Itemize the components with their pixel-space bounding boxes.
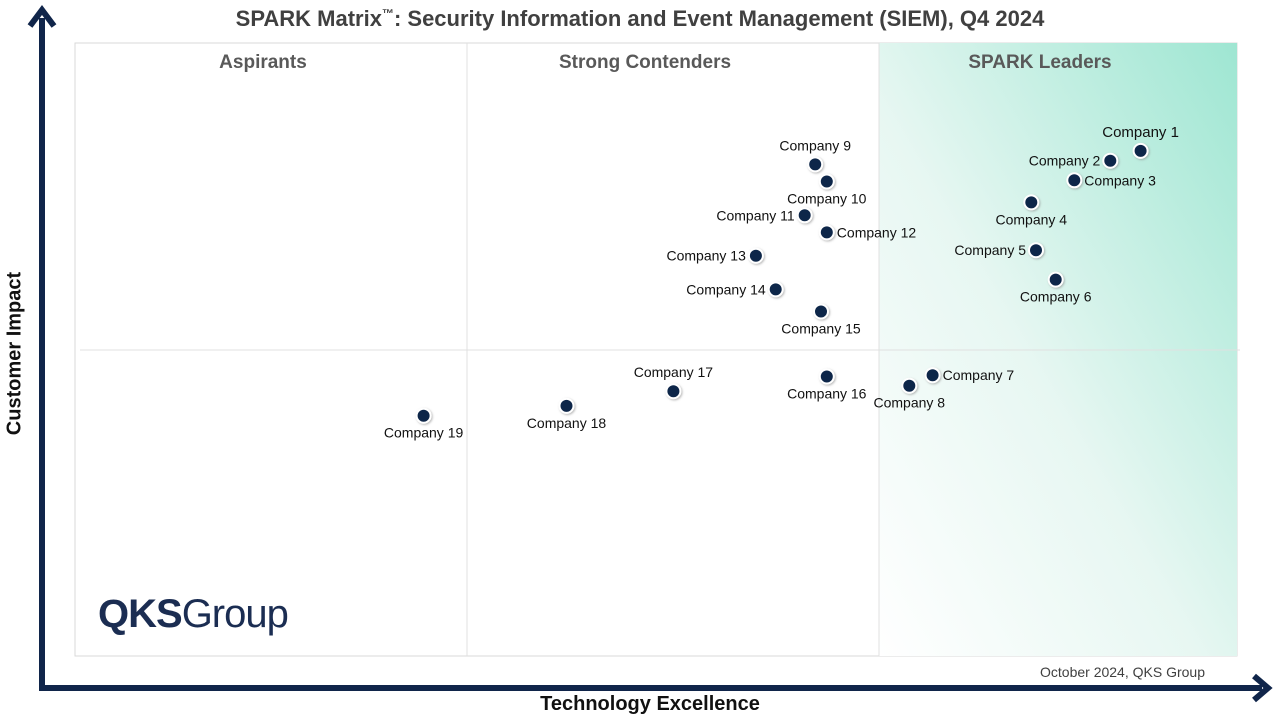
point-label-company-11: Company 11 <box>716 207 795 223</box>
point-label-company-8: Company 8 <box>874 395 946 411</box>
x-axis-arrowhead <box>1252 673 1273 703</box>
point-company-11 <box>796 207 813 224</box>
point-company-19 <box>415 407 432 424</box>
quadrant-label-aspirants: Aspirants <box>219 52 307 73</box>
point-company-18 <box>558 397 575 414</box>
point-company-16 <box>818 368 835 385</box>
x-axis-label: Technology Excellence <box>540 693 760 715</box>
source-note: October 2024, QKS Group <box>1040 664 1205 680</box>
point-label-company-10: Company 10 <box>787 191 867 207</box>
point-label-company-5: Company 5 <box>954 242 1026 258</box>
quadrant-label-strong-contenders: Strong Contenders <box>558 52 732 73</box>
point-label-company-1: Company 1 <box>1102 124 1179 141</box>
y-axis-arrowhead <box>27 4 57 28</box>
point-company-8 <box>901 377 918 394</box>
quadrant-label-spark-leaders: SPARK Leaders <box>968 52 1112 73</box>
point-company-14 <box>767 281 784 298</box>
point-label-company-13: Company 13 <box>667 248 747 264</box>
point-company-12 <box>818 224 835 241</box>
qks-group-logo: QKSGroup <box>98 592 289 636</box>
point-label-company-19: Company 19 <box>384 425 464 441</box>
point-company-9 <box>807 156 824 173</box>
point-company-10 <box>818 173 835 190</box>
point-company-5 <box>1028 242 1044 259</box>
point-label-company-17: Company 17 <box>634 364 714 380</box>
point-label-company-7: Company 7 <box>943 367 1015 383</box>
y-axis-label: Customer Impact <box>3 271 26 436</box>
point-company-13 <box>747 247 764 264</box>
point-label-company-4: Company 4 <box>996 211 1068 227</box>
chart-title: SPARK Matrix™: Security Information and … <box>235 6 1045 31</box>
point-label-company-6: Company 6 <box>1020 289 1092 305</box>
point-company-4 <box>1023 194 1040 211</box>
point-company-1 <box>1132 142 1149 159</box>
point-company-3 <box>1066 172 1083 189</box>
point-label-company-15: Company 15 <box>781 321 861 337</box>
point-label-company-18: Company 18 <box>527 415 607 431</box>
point-company-6 <box>1047 271 1064 288</box>
point-company-2 <box>1102 152 1119 169</box>
point-label-company-16: Company 16 <box>787 386 867 402</box>
point-label-company-2: Company 2 <box>1029 153 1101 169</box>
point-label-company-9: Company 9 <box>779 137 851 153</box>
point-company-7 <box>924 367 941 384</box>
point-company-17 <box>665 383 682 400</box>
point-label-company-3: Company 3 <box>1084 172 1156 188</box>
point-label-company-14: Company 14 <box>686 281 766 297</box>
point-company-15 <box>813 303 829 320</box>
point-label-company-12: Company 12 <box>837 224 917 240</box>
